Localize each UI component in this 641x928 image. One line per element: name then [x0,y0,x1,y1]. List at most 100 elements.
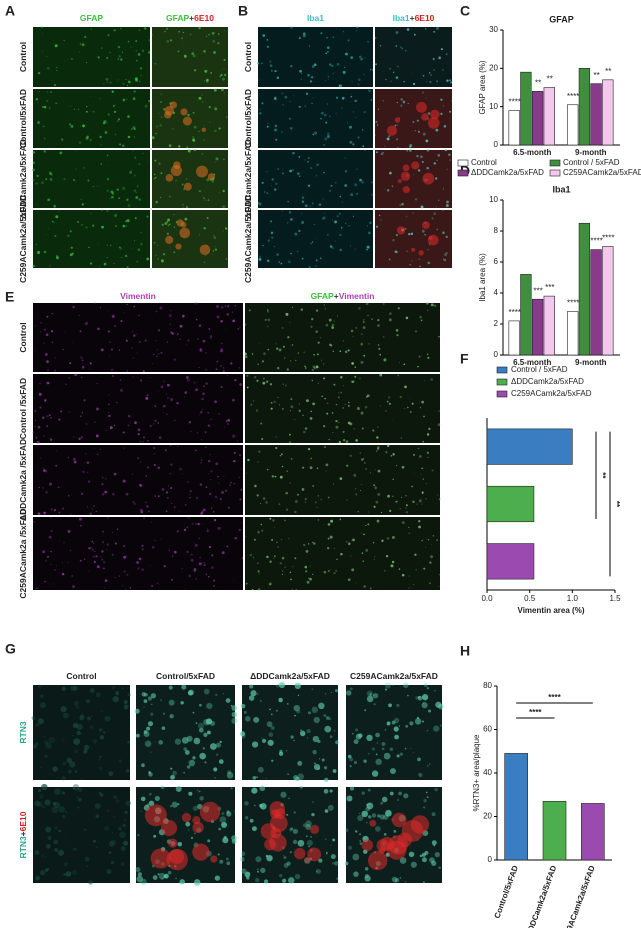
texture [390,80,392,82]
texture [278,503,281,506]
micrograph [258,150,373,208]
texture [143,699,148,704]
texture [320,173,322,175]
texture [193,737,201,745]
texture [410,73,412,74]
texture [359,833,361,836]
texture [339,233,342,237]
texture [182,31,185,34]
texture [391,684,394,686]
texture [381,742,386,746]
texture [269,517,272,520]
texture [220,320,223,323]
texture [52,583,54,585]
texture [36,204,38,206]
texture [292,828,298,834]
texture [353,428,356,430]
texture [408,232,411,236]
texture [194,301,198,305]
texture [191,52,195,55]
texture [436,26,439,30]
texture [136,733,140,738]
column-header: Control [66,671,96,681]
texture [81,203,84,206]
legend-label: ΔDDCamk2a/5xFAD [511,377,584,386]
texture [97,56,100,59]
texture [135,196,139,199]
texture [39,457,42,459]
texture [72,786,75,790]
texture [157,258,159,260]
texture [245,876,249,880]
legend-swatch [457,169,469,177]
texture [64,331,66,333]
texture [114,542,117,545]
texture [155,200,158,204]
texture [62,349,64,351]
texture [55,215,59,219]
texture [254,484,257,488]
texture [266,38,269,41]
texture [34,349,36,351]
texture [45,333,49,337]
texture [285,312,289,316]
texture [371,813,377,818]
texture [129,421,131,423]
texture [123,447,125,449]
texture [294,232,298,236]
significance: *** [545,283,554,292]
texture [202,747,205,750]
y-tick-label: 0 [488,855,493,864]
plaque [294,847,306,860]
texture [115,799,120,803]
texture [327,496,330,499]
texture [76,723,83,730]
texture [417,169,421,172]
texture [345,52,348,56]
texture [244,816,249,820]
texture [279,475,283,479]
texture [184,391,188,394]
texture [146,394,149,397]
bar [602,79,614,146]
texture [103,731,106,734]
texture [326,103,328,105]
texture [115,691,120,696]
texture [358,812,361,815]
text-part: Iba1 [307,13,324,23]
texture [329,245,333,248]
texture [364,709,367,712]
texture [162,712,166,715]
texture [315,259,318,262]
texture [203,197,205,199]
texture [134,156,137,159]
texture [167,224,170,227]
texture [389,747,394,751]
texture [394,124,397,127]
texture [403,793,409,799]
texture [298,156,301,158]
texture [167,383,170,387]
texture [289,117,291,120]
texture [291,588,293,590]
texture [131,413,133,415]
texture [310,457,313,460]
texture [336,215,339,218]
legend-label: Control / 5xFAD [563,158,620,167]
texture [332,350,334,352]
texture [384,570,386,572]
texture [392,478,394,481]
texture [377,318,380,322]
micrograph [136,685,235,780]
texture [223,92,226,94]
texture [303,351,305,353]
texture [262,34,266,37]
texture [399,877,402,879]
texture [83,828,87,832]
texture [244,871,251,878]
texture [278,187,280,189]
texture [131,330,134,333]
texture [425,97,427,99]
texture [163,565,166,568]
texture [421,160,424,164]
